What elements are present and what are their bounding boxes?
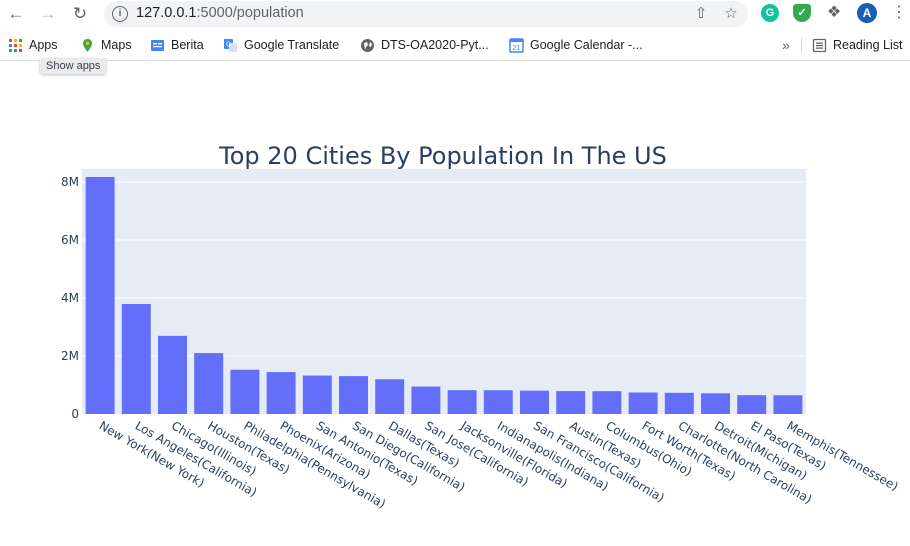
show-apps-tooltip: Show apps bbox=[40, 58, 107, 74]
bookmark-divider bbox=[801, 37, 802, 53]
bookmarks-overflow-chevron[interactable]: » bbox=[782, 37, 790, 53]
url-path: :5000/population bbox=[196, 5, 304, 21]
bar[interactable] bbox=[339, 376, 368, 414]
back-arrow-icon[interactable]: ← bbox=[7, 4, 25, 23]
bookmark-label: Google Translate bbox=[244, 38, 340, 52]
calendar-icon: 21 bbox=[509, 37, 524, 53]
svg-text:21: 21 bbox=[513, 45, 521, 52]
shield-extension-icon[interactable]: ✓ bbox=[793, 4, 811, 22]
bar[interactable] bbox=[737, 395, 767, 414]
plot-area bbox=[82, 169, 806, 414]
bar[interactable] bbox=[85, 176, 115, 414]
bar[interactable] bbox=[194, 353, 224, 414]
bookmark-label: Google Calendar -... bbox=[530, 38, 643, 52]
bar[interactable] bbox=[664, 392, 694, 414]
reading-list-icon bbox=[812, 38, 827, 52]
bar[interactable] bbox=[592, 391, 622, 414]
share-icon[interactable]: ⇧ bbox=[694, 5, 708, 22]
bar[interactable] bbox=[628, 392, 658, 414]
y-tick-label: 8M bbox=[61, 175, 79, 189]
svg-text:G: G bbox=[226, 41, 231, 48]
bar[interactable] bbox=[483, 390, 513, 414]
bookmark-dts[interactable]: DTS-OA2020-Pyt... bbox=[360, 36, 489, 54]
bar[interactable] bbox=[375, 379, 405, 414]
bar[interactable] bbox=[121, 304, 151, 414]
bar[interactable] bbox=[556, 391, 586, 414]
bookmark-maps[interactable]: Maps bbox=[80, 36, 132, 54]
bar[interactable] bbox=[302, 375, 332, 414]
bookmark-apps[interactable]: Apps bbox=[8, 36, 58, 54]
apps-grid-icon bbox=[9, 38, 22, 52]
reading-list-button[interactable]: Reading List bbox=[812, 36, 903, 54]
globe-icon bbox=[361, 38, 374, 52]
reading-list-label: Reading List bbox=[833, 38, 903, 52]
bookmark-google-translate[interactable]: G Google Translate bbox=[223, 36, 339, 54]
y-tick-label: 4M bbox=[61, 291, 79, 305]
bar[interactable] bbox=[266, 372, 296, 414]
bar[interactable] bbox=[520, 390, 549, 414]
bar[interactable] bbox=[701, 393, 730, 414]
bookmarks-bar: Apps Maps Berita G Google Translate DTS-… bbox=[0, 30, 910, 61]
bookmark-berita[interactable]: Berita bbox=[150, 36, 204, 54]
y-tick-label: 2M bbox=[61, 349, 79, 363]
bookmark-label: Berita bbox=[171, 38, 204, 52]
url-text[interactable]: 127.0.0.1:5000/population bbox=[136, 5, 304, 21]
menu-kebab-icon[interactable]: ⋮ bbox=[891, 4, 907, 21]
x-axis-ticks: New York(New York)Los Angeles(California… bbox=[97, 418, 901, 511]
population-bar-chart: Top 20 Cities By Population In The US 0 2… bbox=[61, 142, 901, 511]
grammarly-extension-icon[interactable]: G bbox=[761, 4, 779, 22]
news-icon bbox=[151, 39, 164, 51]
reload-icon[interactable]: ↻ bbox=[72, 4, 88, 23]
maps-pin-icon bbox=[83, 38, 92, 52]
extensions-puzzle-icon[interactable]: ❖ bbox=[826, 4, 842, 21]
url-host: 127.0.0.1 bbox=[136, 5, 197, 21]
bookmark-label: Maps bbox=[101, 38, 132, 52]
bookmark-google-calendar[interactable]: 21 Google Calendar -... bbox=[509, 36, 643, 54]
site-info-icon[interactable]: i bbox=[112, 6, 128, 22]
bar[interactable] bbox=[773, 395, 803, 414]
y-tick-label: 6M bbox=[61, 233, 79, 247]
forward-arrow-icon[interactable]: → bbox=[39, 4, 57, 23]
bar[interactable] bbox=[230, 369, 260, 414]
browser-toolbar: ← → ↻ i 127.0.0.1:5000/population ⇧ ☆ G … bbox=[0, 0, 910, 28]
address-bar[interactable]: i 127.0.0.1:5000/population ⇧ ☆ bbox=[104, 1, 748, 27]
y-axis-ticks: 0 2M 4M 6M 8M bbox=[61, 175, 79, 421]
y-tick-label: 0 bbox=[71, 407, 79, 421]
bar[interactable] bbox=[158, 335, 187, 414]
bar[interactable] bbox=[411, 386, 441, 414]
bookmark-label: Apps bbox=[29, 38, 58, 52]
bookmark-label: DTS-OA2020-Pyt... bbox=[381, 38, 489, 52]
translate-icon: G bbox=[224, 38, 237, 52]
bookmark-star-icon[interactable]: ☆ bbox=[724, 5, 738, 22]
bar[interactable] bbox=[447, 390, 477, 414]
chart-title: Top 20 Cities By Population In The US bbox=[218, 142, 667, 170]
bars bbox=[85, 176, 803, 414]
profile-avatar[interactable]: A bbox=[857, 3, 877, 23]
